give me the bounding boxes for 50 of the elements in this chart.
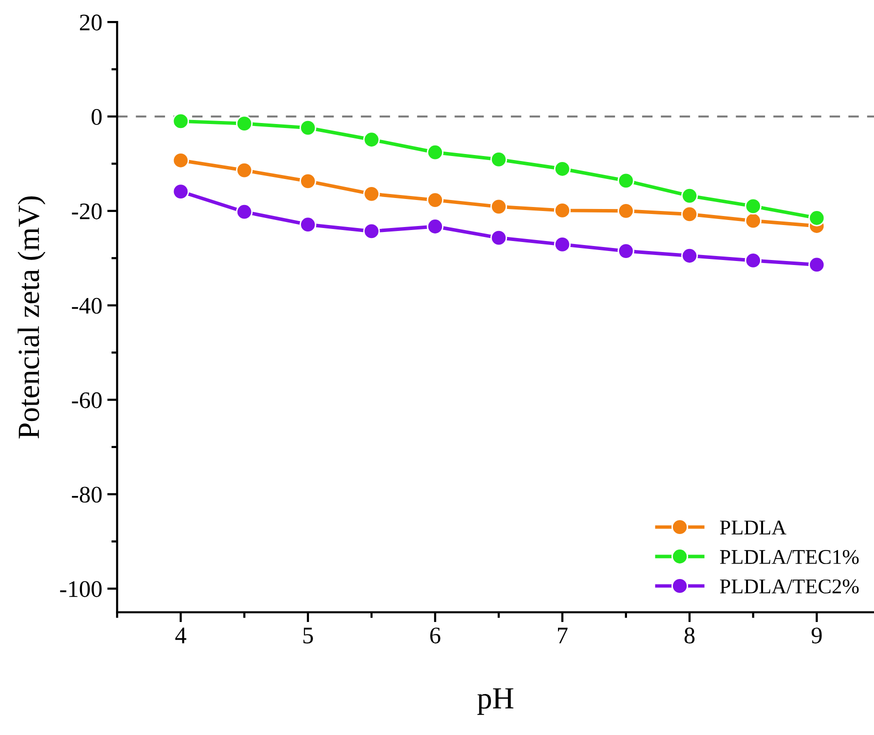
point [300,216,316,233]
point [554,202,571,219]
y-tick-label: -100 [60,581,102,598]
y-tick-label: -20 [72,203,102,220]
point [426,144,444,161]
y-tick-label: -80 [72,486,102,503]
point [236,115,253,132]
y-tick-label: -40 [72,298,102,314]
point [618,202,634,220]
point [426,192,444,208]
point [808,210,826,226]
point [808,256,826,274]
point [681,247,698,264]
point [681,206,698,223]
point [744,252,762,269]
x-tick-label: 7 [558,628,568,644]
point [172,112,190,130]
point [744,212,762,230]
x-tick-label: 5 [303,628,313,644]
y-axis-title: Potencial zeta (mV) [18,196,46,438]
point [363,186,380,202]
point [618,172,634,190]
point [426,218,444,235]
point [554,236,571,253]
legend-label: PLDLA/TEC1% [720,550,859,564]
point [490,151,508,168]
y-tick-label: 0 [92,108,102,125]
point [172,183,190,200]
point [363,222,380,240]
point [300,119,316,136]
point [490,229,508,246]
y-tick-label: -60 [72,392,102,408]
point [744,198,762,215]
point [236,204,253,220]
x-axis-title: pH [477,688,514,715]
point [300,172,316,190]
y-tick-label: 20 [80,14,102,30]
x-tick-label: 8 [684,628,695,644]
point [681,187,698,204]
point [554,160,571,178]
legend-label: PLDLA/TEC2% [720,579,859,594]
legend-label: PLDLA [720,520,786,534]
point [236,162,253,179]
point [172,152,190,169]
point [363,131,380,148]
point [490,198,508,215]
x-tick-label: 9 [812,628,822,644]
x-tick-label: 4 [175,628,186,644]
point [618,242,634,260]
x-tick-label: 6 [430,628,440,644]
